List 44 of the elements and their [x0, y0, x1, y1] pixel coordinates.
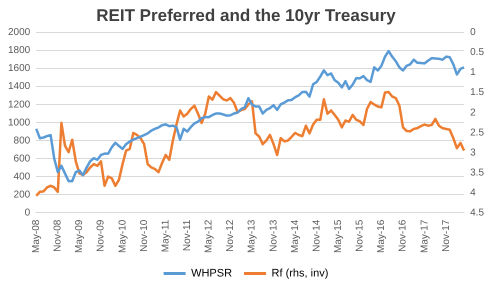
- x-tick-label: Nov-15: [354, 219, 366, 252]
- y2-tick-label: 4: [470, 187, 476, 198]
- y2-tick-label: 2.5: [470, 127, 484, 138]
- x-tick-label: May-10: [117, 219, 128, 254]
- y-tick-label: 1600: [8, 63, 31, 74]
- y-tick-label: 200: [14, 189, 31, 200]
- y-tick-label: 800: [14, 135, 31, 146]
- y2-tick-label: 3.5: [470, 167, 484, 178]
- y-tick-label: 2000: [8, 27, 31, 38]
- x-tick-label: May-09: [74, 219, 86, 254]
- x-tick-label: May-11: [160, 219, 172, 252]
- x-tick-label: Nov-14: [311, 219, 322, 252]
- x-tick-label: May-08: [30, 219, 42, 254]
- y-tick-label: 600: [14, 153, 31, 164]
- x-tick-label: Nov-10: [138, 219, 150, 252]
- x-tick-label: Nov-16: [398, 219, 409, 252]
- y2-tick-label: 0: [470, 27, 476, 38]
- x-tick-label: May-12: [204, 219, 215, 254]
- y-tick-label: 0: [24, 207, 31, 218]
- y2-tick-label: 1.5: [470, 87, 484, 98]
- x-tick-label: Nov-09: [96, 219, 107, 252]
- y2-tick-label: 2: [470, 107, 476, 118]
- x-tick-label: Nov-11: [182, 219, 194, 252]
- y-tick-label: 1000: [8, 117, 31, 128]
- x-tick-label: May-17: [419, 219, 430, 254]
- y2-tick-label: 4.5: [470, 207, 484, 218]
- legend-label: WHPSR: [191, 268, 232, 280]
- y-tick-label: 1200: [8, 99, 31, 110]
- y2-tick-label: 1: [470, 67, 476, 78]
- x-tick-label: May-13: [246, 219, 258, 254]
- y2-tick-label: 3: [470, 147, 476, 158]
- x-tick-label: Nov-17: [440, 219, 452, 252]
- x-tick-label: May-15: [333, 219, 344, 254]
- legend-label: Rf (rhs, inv): [272, 268, 328, 280]
- x-tick-label: Nov-08: [52, 219, 64, 252]
- x-tick-label: Nov-12: [225, 219, 236, 252]
- x-tick-label: May-14: [290, 219, 301, 254]
- x-tick-label: May-16: [376, 219, 388, 254]
- y-tick-label: 400: [14, 171, 31, 182]
- y2-tick-label: 0.5: [470, 47, 484, 58]
- chart-title: REIT Preferred and the 10yr Treasury: [96, 6, 396, 25]
- x-tick-label: Nov-13: [268, 219, 280, 252]
- y-tick-label: 1400: [8, 81, 31, 92]
- y-tick-label: 1800: [8, 45, 31, 56]
